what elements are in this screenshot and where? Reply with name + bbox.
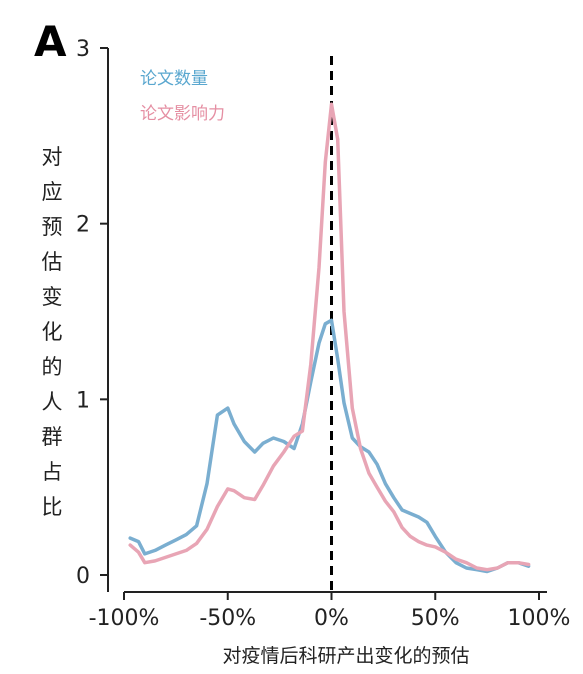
y-axis-label-char: 人	[42, 390, 63, 414]
series-line-paper-impact	[128, 102, 531, 572]
panel-label: A	[34, 17, 67, 66]
y-axis-label-char: 的	[42, 355, 63, 379]
y-tick-label: 1	[76, 388, 90, 413]
x-axis-ticks: -100% -50% 0% 50% 100%	[89, 592, 571, 631]
y-tick-label: 0	[76, 564, 90, 589]
legend-entry-paper-impact: 论文影响力	[140, 104, 225, 124]
y-tick-label: 3	[76, 37, 90, 62]
y-axis-label-char: 占	[42, 460, 63, 484]
series-line-paper-count	[128, 318, 531, 574]
y-axis-label-char: 变	[42, 285, 63, 309]
x-tick-label: 50%	[411, 606, 460, 631]
y-axis-label-char: 估	[42, 250, 63, 274]
y-axis-ticks: 0 1 2 3	[76, 37, 108, 589]
y-tick-label: 2	[76, 213, 90, 238]
y-axis-label-char: 应	[42, 180, 63, 204]
x-tick-label: -50%	[199, 606, 256, 631]
y-axis-label-char: 预	[42, 215, 63, 239]
x-tick-label: -100%	[89, 606, 160, 631]
y-axis-label-char: 对	[42, 145, 63, 169]
x-axis-label: 对疫情后科研产出变化的预估	[222, 645, 469, 667]
series-group	[128, 102, 531, 574]
y-axis-label-char: 群	[42, 425, 63, 449]
y-axis-label-char: 化	[42, 320, 63, 344]
x-tick-label: 100%	[508, 606, 571, 631]
x-tick-label: 0%	[314, 606, 349, 631]
legend-entry-paper-count: 论文数量	[140, 69, 208, 89]
y-axis-label-char: 比	[42, 495, 63, 519]
